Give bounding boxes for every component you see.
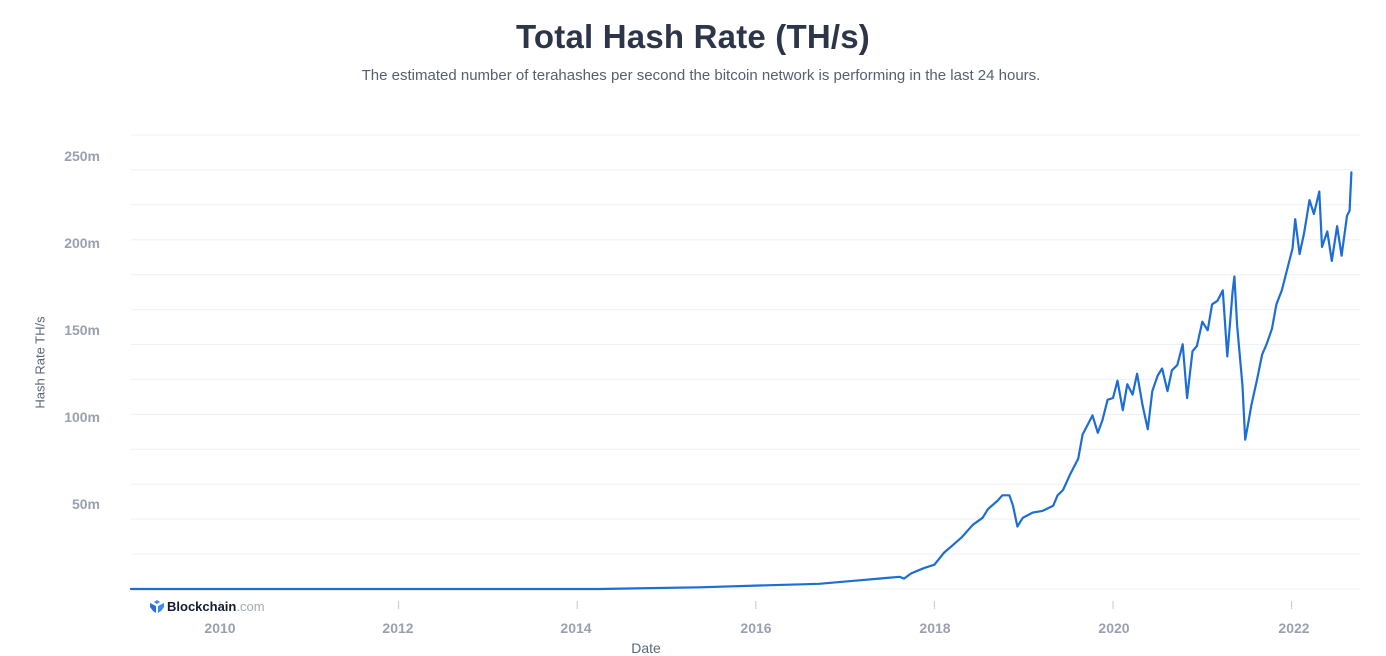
chart-title: Total Hash Rate (TH/s) [516, 18, 870, 55]
y-tick-150m: 150m [64, 322, 100, 338]
y-tick-200m: 200m [64, 235, 100, 251]
x-tick-2020: 2020 [1098, 620, 1130, 636]
x-tick-2014: 2014 [560, 620, 592, 636]
logo-name: Blockchain [167, 599, 237, 614]
y-axis-label: Hash Rate TH/s [32, 316, 48, 409]
x-axis-label: Date [631, 640, 661, 656]
x-tick-2022: 2022 [1278, 620, 1310, 636]
hash-rate-line[interactable] [129, 171, 1353, 591]
y-tick-250m: 250m [64, 148, 100, 164]
x-tick-2016: 2016 [740, 620, 772, 636]
y-tick-50m: 50m [71, 496, 100, 512]
x-axis-ticks [219, 601, 1293, 609]
blockchain-cube-icon [150, 600, 164, 613]
x-tick-2018: 2018 [919, 620, 951, 636]
logo-suffix: .com [236, 599, 265, 614]
x-tick-2012: 2012 [382, 620, 414, 636]
chart-subtitle: The estimated number of terahashes per s… [361, 67, 1041, 84]
y-tick-100m: 100m [64, 409, 100, 425]
blockchain-logo[interactable]: Blockchain .com [150, 599, 265, 614]
gridlines [131, 134, 1360, 590]
x-tick-2010: 2010 [204, 620, 236, 636]
